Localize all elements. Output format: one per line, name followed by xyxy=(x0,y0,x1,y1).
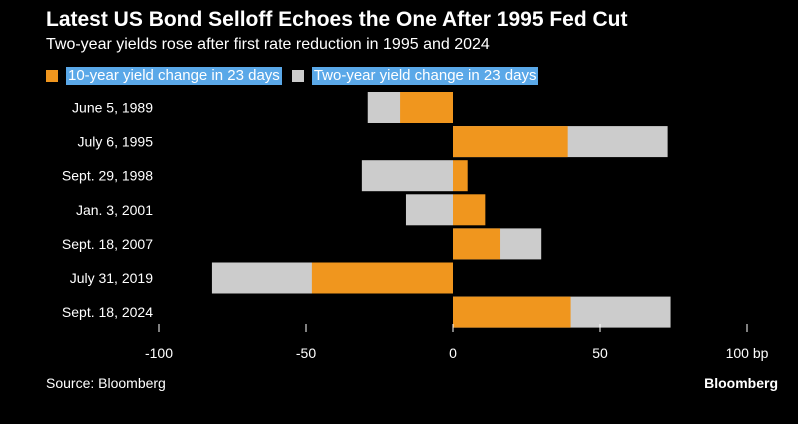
category-label: June 5, 1989 xyxy=(72,100,153,116)
legend-swatch-two-year xyxy=(291,70,304,82)
legend-label-ten-year: 10-year yield change in 23 days xyxy=(66,67,282,85)
bar-ten-year xyxy=(453,296,571,328)
bar-ten-year xyxy=(453,160,468,192)
category-label: Jan. 3, 2001 xyxy=(76,202,153,218)
chart-subtitle: Two-year yields rose after first rate re… xyxy=(46,36,490,53)
x-tick-label: 100 bp xyxy=(726,345,769,361)
chart-title: Latest US Bond Selloff Echoes the One Af… xyxy=(46,8,628,31)
legend-item-ten-year: 10-year yield change in 23 days xyxy=(46,67,282,85)
chart-legend: 10-year yield change in 23 days Two-year… xyxy=(46,66,548,86)
x-tick-label: -100 xyxy=(145,345,173,361)
bar-ten-year xyxy=(453,194,486,226)
legend-label-two-year: Two-year yield change in 23 days xyxy=(311,67,539,85)
bar-two-year xyxy=(405,194,453,226)
category-label: July 6, 1995 xyxy=(78,134,154,150)
bar-two-year xyxy=(361,160,453,192)
category-label: Sept. 29, 1998 xyxy=(62,168,153,184)
legend-swatch-ten-year xyxy=(46,70,58,82)
category-label: Sept. 18, 2007 xyxy=(62,236,153,252)
source-note: Source: Bloomberg xyxy=(46,375,166,391)
bar-ten-year xyxy=(311,262,453,294)
x-tick-label: 50 xyxy=(592,345,608,361)
legend-item-two-year: Two-year yield change in 23 days xyxy=(291,67,539,85)
category-label: July 31, 2019 xyxy=(70,270,153,286)
x-tick-label: 0 xyxy=(449,345,457,361)
x-tick-label: -50 xyxy=(296,345,316,361)
bar-ten-year xyxy=(400,92,453,123)
bar-ten-year xyxy=(453,126,568,158)
category-label: Sept. 18, 2024 xyxy=(62,304,153,320)
bar-ten-year xyxy=(453,228,501,260)
brand-logo-text: Bloomberg xyxy=(704,375,778,391)
